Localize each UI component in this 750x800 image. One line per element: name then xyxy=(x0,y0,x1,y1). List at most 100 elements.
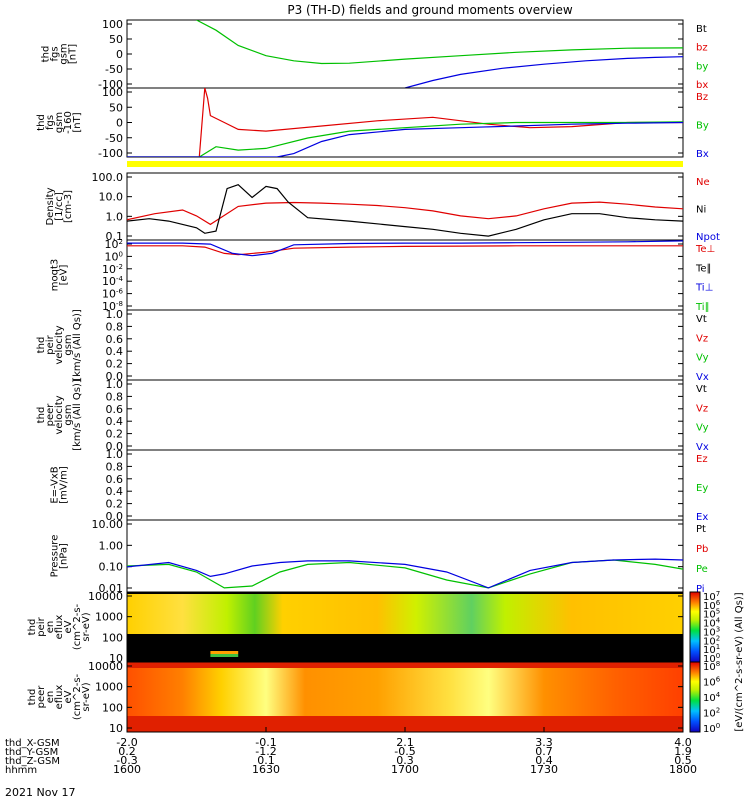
ytick-peir-4: 0.2 xyxy=(106,358,124,371)
legend-density-0: Ne xyxy=(696,177,710,188)
ytick-efield-5: 0.0 xyxy=(106,510,124,523)
ytick-peir-3: 0.4 xyxy=(106,345,124,358)
legend-temp-0: Te⊥ xyxy=(695,244,715,255)
ytick-peer-5: 0.0 xyxy=(106,440,124,453)
ytick-peir-0: 1.0 xyxy=(106,308,124,321)
legend-peer-1: Vz xyxy=(696,403,708,414)
ytick-peir-1: 0.8 xyxy=(106,320,124,333)
legend-temp-1: Te∥ xyxy=(695,263,712,274)
colorbar-label: [eV/(cm^2-s-sr-eV) (All Qs)] xyxy=(734,592,745,731)
panel-pressure: 10.00 1.00 0.10 0.01 Pressure[nPa] Pt Pb Pe Pi xyxy=(50,518,709,595)
xaxis-value-0-3: 1600 xyxy=(113,763,141,776)
ylabel-line: E=-VxB xyxy=(50,466,61,503)
legend-peer-2: Vy xyxy=(696,423,709,434)
ytick-temp-0: 102 xyxy=(105,238,123,251)
panel-frame-peer xyxy=(126,379,684,451)
legend-pressure-0: Pt xyxy=(696,524,706,535)
ylabel-line: gsm xyxy=(59,43,70,64)
ylabel-line: thd xyxy=(36,407,47,424)
legend-temp-2: Ti⊥ xyxy=(695,283,713,294)
legend-peir-1: Vz xyxy=(696,333,708,344)
ylabel-line: velocity xyxy=(54,395,65,434)
panel-frame-pressure xyxy=(126,519,684,593)
ylabel-line: Density xyxy=(45,187,56,225)
ylabel-line: eflux xyxy=(54,685,65,710)
ylabel-line: [mV/m] xyxy=(59,466,70,504)
ytick-pressure-1: 1.00 xyxy=(99,539,124,552)
colorbar-tick: 107 xyxy=(703,590,720,603)
ylabel-line: peir xyxy=(45,334,56,354)
xaxis-value-4-0: 4.0 xyxy=(674,736,692,749)
ytick-temp-3: 10-4 xyxy=(102,275,124,288)
ytick-ele_spec-1: 1000 xyxy=(95,681,123,694)
legend-density-1: Ni xyxy=(696,205,706,216)
ylabel-line: peer xyxy=(45,403,56,427)
legend-pressure-2: Pe xyxy=(696,564,708,575)
ytick-peer-3: 0.4 xyxy=(106,415,124,428)
ylabel-line: peer xyxy=(36,685,47,709)
ylabel-line: thd xyxy=(27,619,38,636)
series-pressure-Pi xyxy=(127,558,683,589)
colorbar-tick: 108 xyxy=(703,660,720,673)
xaxis-value-3-0: 3.3 xyxy=(535,736,553,749)
ylabel-line: thd xyxy=(41,46,52,63)
panel-density: 100.0 10.0 1.0 0.1 Density[1/cc][cm-3] Ne Ni Np… xyxy=(45,171,720,243)
ylabel-line: Pressure xyxy=(50,535,61,578)
xaxis-value-1-1: -1.2 xyxy=(255,745,276,758)
ytick-ele_spec-2: 100 xyxy=(102,701,123,714)
legend-pressure-3: Pi xyxy=(696,584,705,595)
xaxis-value-0-1: 0.2 xyxy=(118,745,136,758)
colorbar-tick: 106 xyxy=(703,676,721,689)
ytick-ele_spec-0: 10000 xyxy=(88,660,123,673)
series-temp-Te⊥ xyxy=(127,245,683,256)
colorbar-tick: 100 xyxy=(703,652,720,665)
ylabel-line: en xyxy=(45,691,56,704)
legend-fgs-0: Bt xyxy=(696,24,707,35)
ylabel-line: [cm-3] xyxy=(63,190,74,223)
ytick-temp-5: 10-8 xyxy=(102,300,123,313)
legend-fgs-1: bz xyxy=(696,43,708,54)
ytick-efield-4: 0.2 xyxy=(106,498,124,511)
legend-fgs2-1: By xyxy=(696,121,709,132)
panel-peer: 1.00.80.60.40.20.0 thdpeervelocitygsm[km/… xyxy=(36,378,709,453)
series-fgs-bx xyxy=(404,56,683,88)
ytick-fgs2-4: -100 xyxy=(98,147,123,160)
ylabel-line: fgs xyxy=(50,46,61,61)
series-density-Ne xyxy=(127,201,683,226)
legend-peir-3: Vx xyxy=(696,372,709,383)
ylabel-line: [nPa] xyxy=(59,543,70,569)
ytick-fgs-3: -50 xyxy=(105,63,123,76)
ylabel-line: thd xyxy=(36,337,47,354)
ytick-ion_spec-3: 10 xyxy=(109,652,123,665)
legend-fgs2-0: Bz xyxy=(696,92,708,103)
xaxis-value-3-1: 0.7 xyxy=(535,745,553,758)
xaxis-value-1-0: -0.1 xyxy=(255,736,276,749)
ytick-efield-0: 1.0 xyxy=(106,448,124,461)
series-fgs-by xyxy=(196,20,683,65)
legend-efield-0: Ez xyxy=(696,454,708,465)
ytick-ion_spec-0: 10000 xyxy=(88,590,123,603)
series-fgs2-Bx xyxy=(127,121,683,157)
xaxis-value-0-0: -2.0 xyxy=(116,736,137,749)
xaxis-row-label-2: thd_Z-GSM xyxy=(5,756,60,767)
xaxis-row-label-3: hhmm xyxy=(5,765,37,776)
ytick-fgs2-0: 100 xyxy=(102,86,123,99)
ytick-peer-4: 0.2 xyxy=(106,428,124,441)
ylabel-line: [1/cc] xyxy=(54,192,65,221)
panel-ele_spec: 10000 1000 100 10 thdpeerenefluxeV(cm^2-s-sr… xyxy=(27,660,684,735)
ylabel-line: sr-eV) xyxy=(81,682,92,711)
ytick-temp-2: 10-2 xyxy=(102,263,123,276)
xaxis-row-label-0: thd_X-GSM xyxy=(5,738,60,749)
colorbar-tick: 100 xyxy=(703,722,720,735)
xaxis-value-2-1: -0.5 xyxy=(394,745,415,758)
ytick-efield-1: 0.8 xyxy=(106,460,124,473)
legend-fgs2-2: Bx xyxy=(696,149,709,160)
legend-efield-2: Ex xyxy=(696,512,708,523)
panel-peir: 1.00.80.60.40.20.0 thdpeirvelocitygsm[km/… xyxy=(36,308,709,383)
xaxis-value-3-2: 0.4 xyxy=(535,754,553,767)
ytick-peer-1: 0.8 xyxy=(106,390,124,403)
legend-peer-3: Vx xyxy=(696,442,709,453)
ylabel-line: [nT] xyxy=(68,44,79,64)
